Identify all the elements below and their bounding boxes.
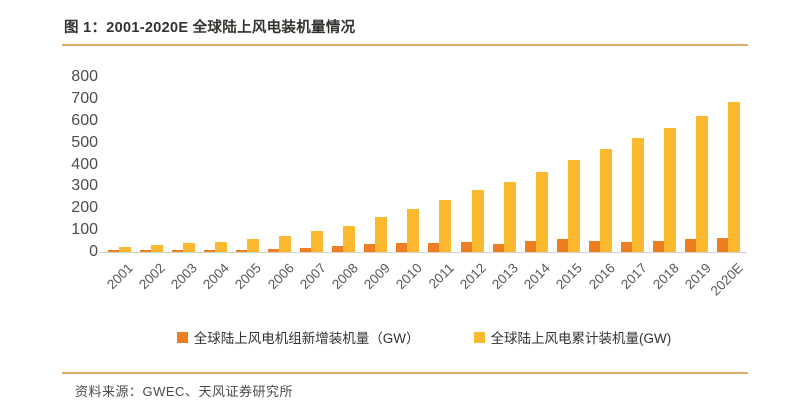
bar-group [231, 77, 263, 252]
y-tick-label: 300 [71, 177, 98, 195]
bar-new-installed [428, 243, 440, 252]
bar-new-installed [364, 243, 376, 252]
bar-group [199, 77, 231, 252]
bar-cumulative [182, 243, 195, 252]
bar-new-installed [171, 250, 183, 252]
bar-series-container [103, 77, 745, 252]
legend-item: 全球陆上风电机组新增装机量（GW） [176, 327, 420, 347]
bar-new-installed [653, 241, 665, 252]
bar-group [360, 77, 392, 252]
bar-group [103, 77, 135, 252]
title-rule [62, 44, 748, 46]
bar-new-installed [203, 250, 215, 252]
bar-group [392, 77, 424, 252]
y-tick-label: 400 [71, 155, 98, 173]
bar-cumulative [214, 241, 227, 252]
bar-cumulative [439, 199, 452, 252]
bar-cumulative [343, 225, 356, 252]
bar-new-installed [139, 250, 151, 252]
y-tick-label: 700 [71, 89, 98, 107]
bar-group [263, 77, 295, 252]
bar-group [520, 77, 552, 252]
bar-cumulative [728, 101, 741, 252]
bar-new-installed [460, 242, 472, 252]
bar-new-installed [588, 240, 600, 252]
bar-cumulative [279, 235, 292, 252]
bar-group [135, 77, 167, 252]
bar-group [584, 77, 616, 252]
bar-cumulative [375, 217, 388, 252]
source-rule [62, 372, 748, 374]
bar-cumulative [535, 171, 548, 252]
bar-group [649, 77, 681, 252]
y-tick-label: 100 [71, 221, 98, 239]
source-text: 资料来源：GWEC、天风证券研究所 [75, 384, 293, 399]
bar-group [296, 77, 328, 252]
y-tick-label: 600 [71, 111, 98, 129]
y-axis: 0 100 200 300 400 500 600 700 800 [30, 69, 98, 260]
bar-cumulative [311, 231, 324, 252]
bar-new-installed [332, 246, 344, 252]
bar-cumulative [696, 116, 709, 252]
legend-label: 全球陆上风电累计装机量(GW) [490, 331, 672, 346]
bar-new-installed [717, 238, 729, 252]
bar-new-installed [268, 248, 280, 252]
bar-cumulative [246, 239, 259, 252]
bar-cumulative [632, 137, 645, 252]
bar-group [456, 77, 488, 252]
bar-cumulative [407, 208, 420, 252]
bar-cumulative [471, 190, 484, 252]
bar-group [488, 77, 520, 252]
bar-new-installed [685, 239, 697, 252]
x-axis-baseline [99, 252, 747, 253]
bar-group [681, 77, 713, 252]
bar-group [167, 77, 199, 252]
bar-new-installed [556, 238, 568, 252]
bar-cumulative [118, 246, 131, 252]
legend-swatch-new-installed [176, 331, 188, 343]
bar-new-installed [107, 250, 119, 252]
y-tick-label: 800 [71, 68, 98, 85]
bar-group [328, 77, 360, 252]
y-tick-label: 0 [89, 243, 98, 260]
y-tick-label: 200 [71, 199, 98, 217]
bar-group [552, 77, 584, 252]
bar-new-installed [621, 241, 633, 252]
bar-new-installed [300, 247, 312, 252]
bar-group [713, 77, 745, 252]
legend: 全球陆上风电机组新增装机量（GW） 全球陆上风电累计装机量(GW) [103, 327, 745, 347]
bar-new-installed [396, 243, 408, 252]
bar-new-installed [492, 244, 504, 252]
bar-group [617, 77, 649, 252]
bar-cumulative [664, 127, 677, 252]
legend-label: 全球陆上风电机组新增装机量（GW） [193, 331, 420, 346]
bar-cumulative [503, 182, 516, 252]
legend-item: 全球陆上风电累计装机量(GW) [473, 327, 672, 347]
bar-cumulative [599, 148, 612, 252]
bar-cumulative [567, 160, 580, 252]
y-tick-label: 500 [71, 133, 98, 151]
bar-cumulative [150, 245, 163, 252]
bar-new-installed [524, 240, 536, 252]
bar-group [424, 77, 456, 252]
plot-area [99, 77, 747, 253]
bar-new-installed [235, 249, 247, 252]
legend-swatch-cumulative [473, 331, 485, 343]
figure-title: 图 1：2001-2020E 全球陆上风电装机量情况 [64, 20, 356, 36]
